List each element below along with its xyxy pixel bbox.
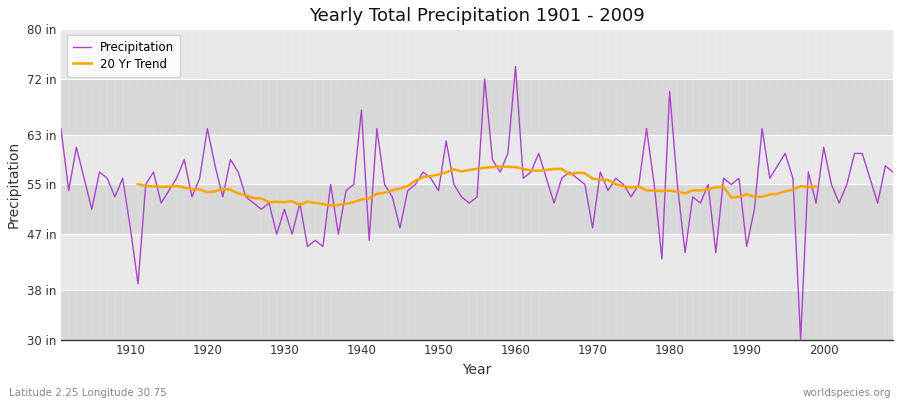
Precipitation xyxy=(502,151,513,156)
Precipitation xyxy=(887,170,898,174)
20 Yr Trend xyxy=(218,186,229,191)
Bar xyxy=(61,290,893,340)
Precipitation xyxy=(610,176,621,181)
20 Yr Trend xyxy=(487,165,498,170)
Bar xyxy=(61,234,893,290)
Precipitation xyxy=(333,232,344,236)
Precipitation xyxy=(510,64,521,69)
Bar xyxy=(61,135,893,184)
Legend: Precipitation, 20 Yr Trend: Precipitation, 20 Yr Trend xyxy=(67,35,180,76)
Line: Precipitation: Precipitation xyxy=(61,66,893,340)
20 Yr Trend xyxy=(325,203,336,208)
20 Yr Trend xyxy=(202,190,212,195)
X-axis label: Year: Year xyxy=(463,363,491,377)
20 Yr Trend xyxy=(811,184,822,189)
Bar xyxy=(61,79,893,135)
Precipitation xyxy=(56,126,67,131)
20 Yr Trend xyxy=(132,182,143,186)
Bar xyxy=(61,184,893,234)
Text: worldspecies.org: worldspecies.org xyxy=(803,388,891,398)
Precipitation xyxy=(796,337,806,342)
Y-axis label: Precipitation: Precipitation xyxy=(7,141,21,228)
20 Yr Trend xyxy=(495,164,506,169)
Precipitation xyxy=(518,176,528,181)
20 Yr Trend xyxy=(749,194,760,199)
Text: Latitude 2.25 Longitude 30.75: Latitude 2.25 Longitude 30.75 xyxy=(9,388,166,398)
Title: Yearly Total Precipitation 1901 - 2009: Yearly Total Precipitation 1901 - 2009 xyxy=(309,7,645,25)
20 Yr Trend xyxy=(402,184,413,188)
Line: 20 Yr Trend: 20 Yr Trend xyxy=(138,166,816,206)
Precipitation xyxy=(287,232,298,236)
Bar xyxy=(61,29,893,79)
Precipitation xyxy=(117,176,128,181)
20 Yr Trend xyxy=(271,200,282,204)
